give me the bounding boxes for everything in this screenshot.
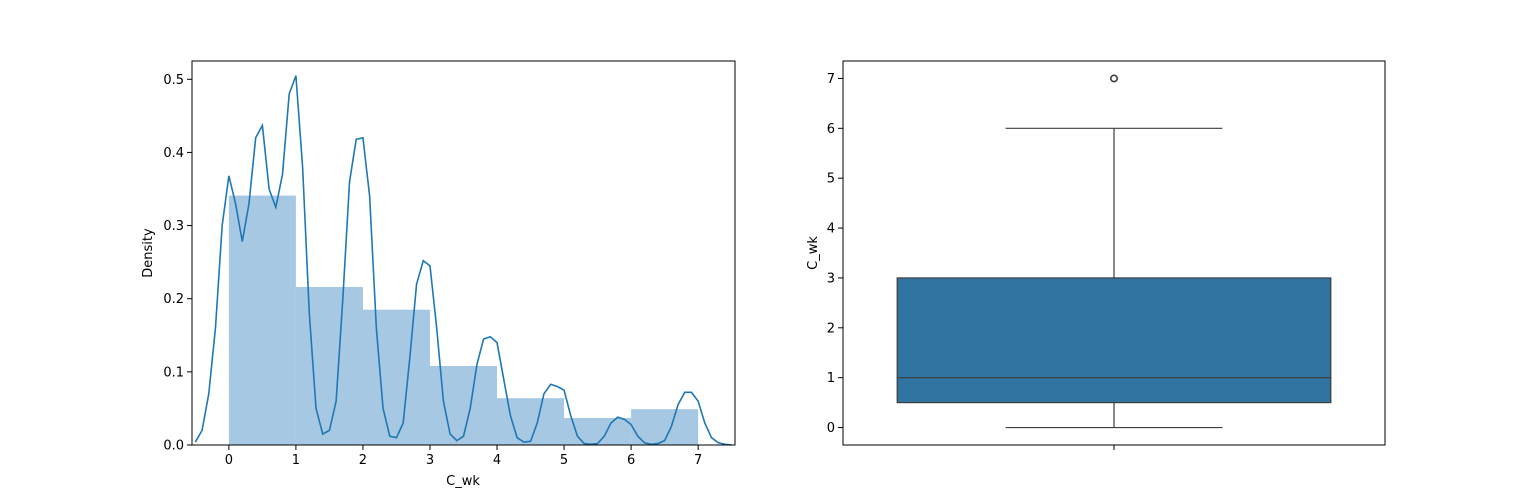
boxplot-elements — [896, 74, 1332, 429]
histogram-bars — [228, 195, 699, 445]
histogram-bar — [497, 398, 565, 445]
y-tick-label: 0.0 — [163, 439, 184, 454]
boxplot-y-axis-label: C_wk — [806, 236, 821, 270]
y-tick-label: 0.1 — [163, 365, 184, 380]
x-tick-label: 6 — [627, 453, 635, 468]
y-tick-label: 5 — [827, 172, 835, 187]
kde-curve — [194, 75, 732, 446]
y-tick-label: 0.4 — [163, 146, 184, 161]
histogram-y-axis-label: Density — [141, 228, 156, 278]
boxplot-panel: 0 1 2 3 4 5 6 7 C_wk — [806, 60, 1386, 450]
histogram-bar — [295, 287, 363, 445]
histogram-y-ticks: 0.0 0.1 0.2 0.3 0.4 0.5 — [163, 73, 192, 454]
histogram-bar — [228, 195, 296, 445]
y-tick-label: 1 — [827, 371, 835, 386]
y-tick-label: 0.3 — [163, 219, 184, 234]
y-tick-label: 6 — [827, 122, 835, 137]
x-tick-label: 1 — [292, 453, 300, 468]
x-tick-label: 5 — [560, 453, 568, 468]
x-tick-label: 0 — [225, 453, 233, 468]
histogram-bar — [564, 417, 632, 445]
y-tick-label: 7 — [827, 72, 835, 87]
y-tick-label: 3 — [827, 271, 835, 286]
outlier-point — [1110, 74, 1119, 83]
y-tick-label: 0.2 — [163, 292, 184, 307]
boxplot-y-ticks: 0 1 2 3 4 5 6 7 — [827, 72, 843, 436]
box-iqr — [896, 277, 1332, 404]
histogram-panel: 0 1 2 3 4 5 6 7 0.0 0.1 0.2 0.3 0.4 0.5 C_wk Density — [141, 60, 736, 489]
x-tick-label: 3 — [426, 453, 434, 468]
x-tick-label: 2 — [359, 453, 367, 468]
histogram-x-axis-label: C_wk — [446, 474, 480, 489]
histogram-bar — [362, 309, 430, 445]
histogram-axes-frame — [191, 60, 736, 446]
x-tick-label: 7 — [694, 453, 702, 468]
x-tick-label: 4 — [493, 453, 501, 468]
y-tick-label: 4 — [827, 222, 835, 237]
y-tick-label: 0.5 — [163, 73, 184, 88]
y-tick-label: 0 — [827, 421, 835, 436]
y-tick-label: 2 — [827, 321, 835, 336]
histogram-x-ticks: 0 1 2 3 4 5 6 7 — [225, 445, 702, 468]
